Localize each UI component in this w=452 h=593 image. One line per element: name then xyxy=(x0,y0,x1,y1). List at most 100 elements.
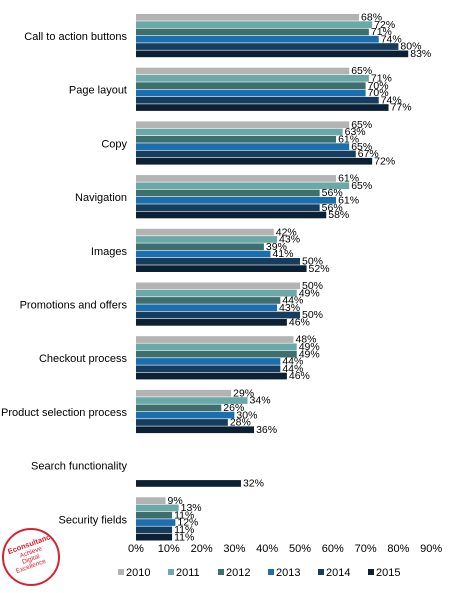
category-label: Page layout xyxy=(69,85,127,97)
data-label: 83% xyxy=(410,48,431,60)
bar xyxy=(136,236,278,243)
bar xyxy=(136,419,228,426)
bar xyxy=(136,104,389,111)
category-label: Checkout process xyxy=(39,353,128,365)
data-label: 49% xyxy=(299,287,320,299)
x-tick-label: 60% xyxy=(322,543,344,555)
x-tick-label: 20% xyxy=(191,543,213,555)
bar xyxy=(136,197,337,204)
data-label: 56% xyxy=(322,202,343,214)
legend-label: 2010 xyxy=(126,567,150,579)
data-label: 39% xyxy=(266,241,287,253)
data-label: 46% xyxy=(289,317,310,329)
category-label: Call to action buttons xyxy=(24,31,127,43)
data-label: 50% xyxy=(302,256,323,268)
data-label: 41% xyxy=(272,248,293,260)
bar xyxy=(136,50,409,58)
bar xyxy=(136,28,369,36)
data-label: 61% xyxy=(338,195,359,207)
bar xyxy=(136,228,274,236)
bar xyxy=(136,411,235,419)
bar xyxy=(136,121,350,129)
x-tick-label: 50% xyxy=(289,543,311,555)
data-label: 44% xyxy=(282,363,303,375)
legend-label: 2013 xyxy=(276,567,300,579)
bar xyxy=(136,136,337,143)
bar xyxy=(136,157,373,165)
bar xyxy=(136,204,320,211)
data-label: 80% xyxy=(400,41,421,53)
x-tick-label: 80% xyxy=(387,543,409,555)
bar xyxy=(136,258,300,265)
data-label: 65% xyxy=(351,65,372,77)
legend-label: 2015 xyxy=(376,567,400,579)
legend-swatch xyxy=(118,569,124,575)
legend-swatch xyxy=(168,569,174,575)
legend-label: 2014 xyxy=(326,567,350,579)
data-label: 30% xyxy=(236,409,257,421)
bar xyxy=(136,211,327,219)
data-label: 44% xyxy=(282,356,303,368)
bar xyxy=(136,43,399,50)
data-label: 13% xyxy=(181,502,202,514)
data-label: 50% xyxy=(302,280,323,292)
bar xyxy=(136,343,297,351)
legend-swatch xyxy=(268,569,274,575)
bar xyxy=(136,21,373,28)
data-label: 29% xyxy=(233,387,254,399)
econsultancy-logo: Econsultancy Achieve Digital Excellence xyxy=(2,528,60,586)
bar xyxy=(136,14,360,21)
bar xyxy=(136,311,300,319)
x-tick-label: 40% xyxy=(256,543,278,555)
legend-label: 2011 xyxy=(176,567,200,579)
bar xyxy=(136,297,281,304)
category-label: Search functionality xyxy=(31,461,127,473)
data-label: 26% xyxy=(223,402,244,414)
bar xyxy=(136,143,350,150)
bar xyxy=(136,67,350,75)
bar xyxy=(136,336,294,343)
data-label: 48% xyxy=(295,334,316,346)
bar xyxy=(136,358,281,365)
data-label: 49% xyxy=(299,348,320,360)
bar xyxy=(136,365,281,373)
legend-swatch xyxy=(368,569,374,575)
x-tick-label: 30% xyxy=(223,543,245,555)
data-label: 32% xyxy=(243,478,264,490)
bar xyxy=(136,533,173,541)
bar xyxy=(136,289,297,297)
data-label: 65% xyxy=(351,141,372,153)
data-label: 44% xyxy=(282,295,303,307)
data-label: 43% xyxy=(279,302,300,314)
category-label: Navigation xyxy=(75,192,127,204)
x-tick-label: 90% xyxy=(420,543,442,555)
bar xyxy=(136,504,179,512)
data-label: 61% xyxy=(338,134,359,146)
bar xyxy=(136,175,337,182)
data-label: 34% xyxy=(250,395,271,407)
data-label: 12% xyxy=(177,517,198,529)
category-label: Promotions and offers xyxy=(20,300,128,312)
data-label: 58% xyxy=(328,209,349,221)
data-label: 28% xyxy=(230,417,251,429)
bar xyxy=(136,243,264,251)
data-label: 11% xyxy=(174,531,194,543)
data-label: 11% xyxy=(174,509,194,521)
data-label: 50% xyxy=(302,309,323,321)
data-label: 9% xyxy=(168,495,183,507)
bar xyxy=(136,304,278,312)
bar xyxy=(136,389,232,397)
bar xyxy=(136,75,369,82)
data-label: 43% xyxy=(279,234,300,246)
data-label: 65% xyxy=(351,180,372,192)
bar xyxy=(136,319,287,326)
data-label: 70% xyxy=(368,80,389,92)
data-label: 11% xyxy=(174,524,194,536)
data-label: 72% xyxy=(374,19,395,31)
data-label: 67% xyxy=(358,148,379,160)
category-label: Security fields xyxy=(59,514,128,526)
data-label: 74% xyxy=(381,94,402,106)
data-label: 77% xyxy=(391,102,412,114)
bar xyxy=(136,480,241,487)
